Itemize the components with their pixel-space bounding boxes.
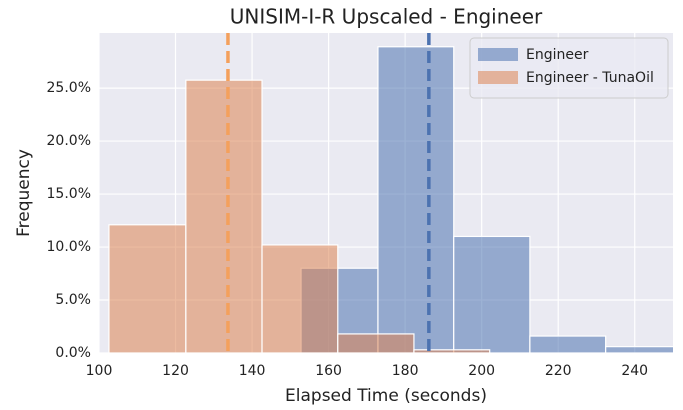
- x-tick-label: 180: [392, 363, 419, 379]
- x-axis-label: Elapsed Time (seconds): [285, 386, 487, 406]
- x-tick-label: 160: [315, 363, 342, 379]
- bar: [605, 346, 673, 353]
- bars: [108, 46, 673, 353]
- y-tick-label: 25.0%: [47, 80, 91, 96]
- x-tick-label: 240: [621, 363, 648, 379]
- bar: [529, 335, 607, 353]
- legend-swatch: [478, 48, 518, 61]
- bar: [377, 46, 455, 353]
- legend-label: Engineer: [526, 47, 589, 63]
- y-axis-label: Frequency: [14, 149, 34, 237]
- bar: [261, 244, 339, 353]
- x-tick-label: 200: [468, 363, 495, 379]
- bar: [108, 224, 187, 353]
- x-tick-label: 120: [162, 363, 189, 379]
- legend-box: [469, 37, 669, 99]
- y-tick-label: 5.0%: [55, 292, 91, 308]
- bar: [413, 349, 491, 353]
- chart-title: UNISIM-I-R Upscaled - Engineer: [230, 5, 543, 29]
- y-tick-label: 0.0%: [55, 345, 91, 361]
- legend-label: Engineer - TunaOil: [526, 70, 654, 86]
- y-tick-label: 10.0%: [47, 239, 91, 255]
- x-tick-label: 220: [545, 363, 572, 379]
- bar: [185, 79, 263, 353]
- legend: Engineer Engineer - TunaOil: [469, 37, 669, 99]
- x-tick-label: 100: [86, 363, 113, 379]
- ticks: 100 120 140 160 180 200 220 240 0.0% 5.0% 10.0% 15.…: [47, 80, 649, 379]
- bar: [453, 235, 531, 353]
- legend-swatch: [478, 71, 518, 84]
- y-tick-label: 15.0%: [47, 186, 91, 202]
- y-tick-label: 20.0%: [47, 133, 91, 149]
- x-tick-label: 140: [239, 363, 266, 379]
- bar: [337, 333, 415, 353]
